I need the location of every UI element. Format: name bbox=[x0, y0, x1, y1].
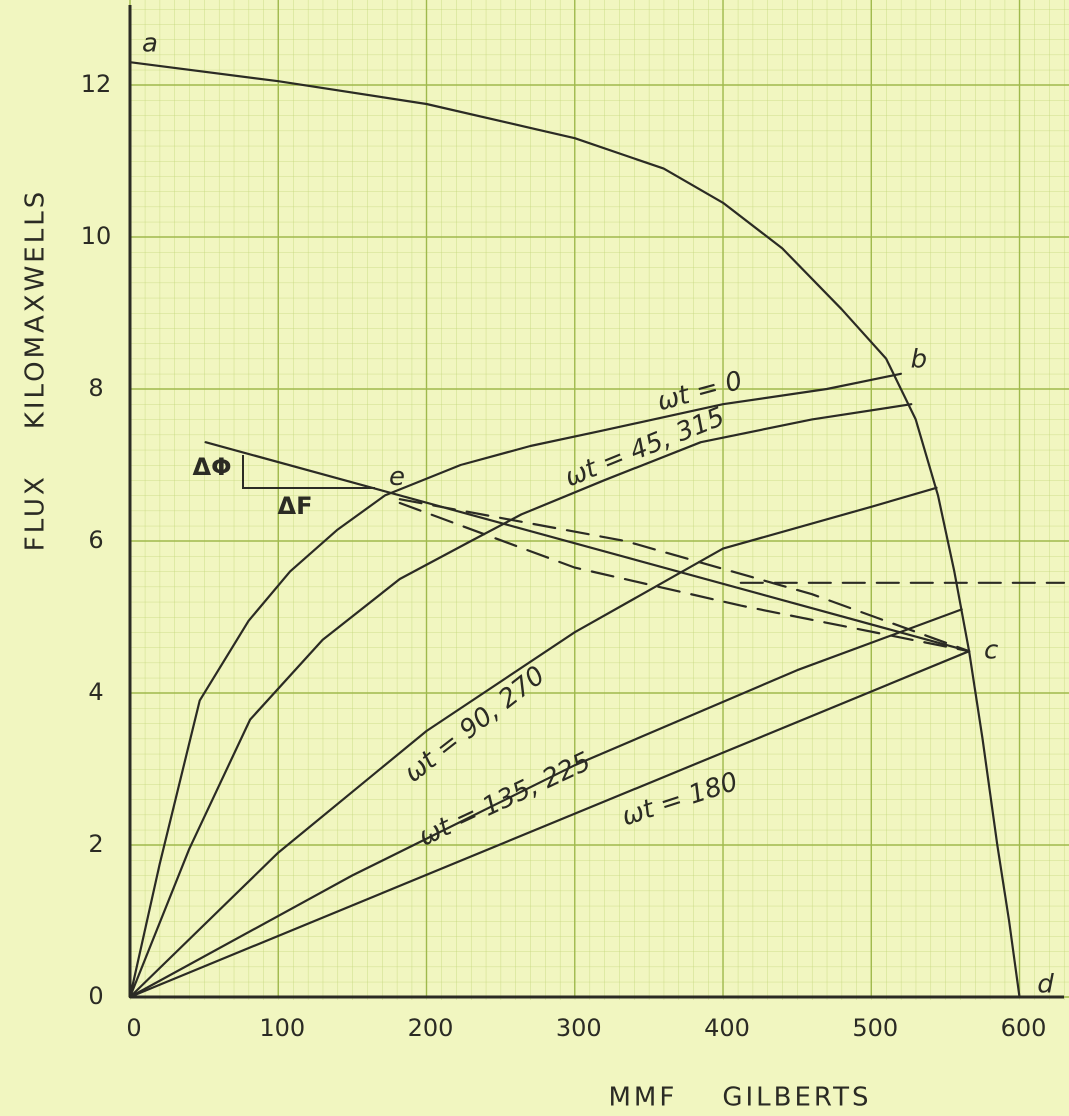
chart: MMF GILBERTS FLUX KILOMAXWELLS 010020030… bbox=[0, 0, 1069, 1116]
y-tick-label: 6 bbox=[88, 526, 103, 554]
y-axis-title: FLUX KILOMAXWELLS bbox=[21, 189, 51, 551]
y-tick-label: 10 bbox=[81, 222, 112, 250]
y-tick-label: 12 bbox=[81, 70, 112, 98]
x-tick-label: 500 bbox=[852, 1014, 898, 1042]
point-label: c bbox=[984, 636, 998, 666]
point-label: e bbox=[389, 462, 405, 492]
delta-label: ΔΦ bbox=[193, 453, 232, 481]
y-tick-label: 2 bbox=[88, 830, 103, 858]
x-axis-title: MMF GILBERTS bbox=[608, 1083, 871, 1113]
x-tick-label: 400 bbox=[704, 1014, 750, 1042]
x-tick-label: 300 bbox=[556, 1014, 602, 1042]
graph-paper bbox=[130, 0, 1069, 1000]
y-tick-label: 4 bbox=[88, 678, 103, 706]
point-label: d bbox=[1037, 970, 1054, 1000]
point-label: a bbox=[142, 29, 158, 59]
point-label: b bbox=[911, 344, 928, 374]
y-tick-label: 0 bbox=[88, 982, 103, 1010]
delta-label: ΔF bbox=[278, 492, 313, 520]
page: MMF GILBERTS FLUX KILOMAXWELLS 010020030… bbox=[0, 0, 1069, 1116]
y-tick-label: 8 bbox=[88, 374, 103, 402]
x-tick-label: 100 bbox=[259, 1014, 305, 1042]
x-tick-label: 0 bbox=[126, 1014, 141, 1042]
x-tick-label: 200 bbox=[408, 1014, 454, 1042]
x-tick-label: 600 bbox=[1001, 1014, 1047, 1042]
